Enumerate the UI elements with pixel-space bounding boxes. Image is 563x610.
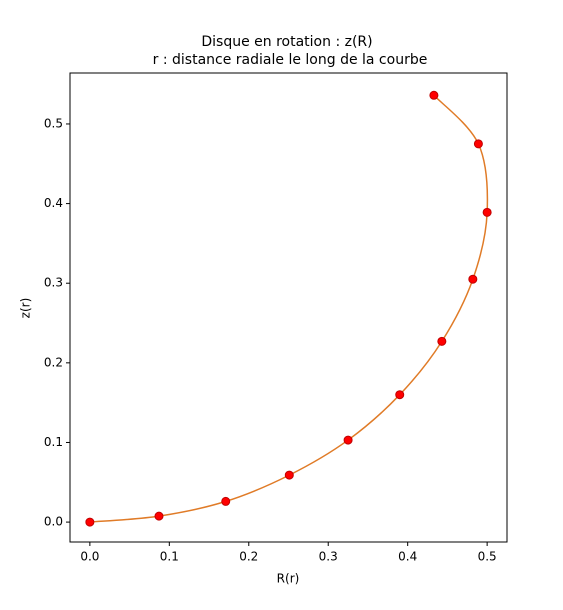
x-tick-label: 0.1 bbox=[160, 550, 179, 564]
chart-title: Disque en rotation : z(R) bbox=[201, 34, 372, 50]
y-tick-label: 0.1 bbox=[44, 435, 63, 449]
plot-frame bbox=[69, 72, 508, 543]
point bbox=[437, 336, 447, 346]
y-tick-label: 0.0 bbox=[44, 515, 63, 529]
point bbox=[85, 517, 95, 527]
point bbox=[482, 207, 492, 217]
x-axis-label: R(r) bbox=[277, 572, 300, 586]
point bbox=[221, 496, 231, 506]
point bbox=[395, 390, 405, 400]
point bbox=[343, 435, 353, 445]
chart-subtitle: r : distance radiale le long de la courb… bbox=[153, 52, 428, 68]
x-tick-label: 0.0 bbox=[80, 550, 99, 564]
y-tick-label: 0.5 bbox=[44, 116, 63, 130]
y-tick-label: 0.3 bbox=[44, 276, 63, 290]
y-tick-label: 0.4 bbox=[44, 196, 63, 210]
x-tick-label: 0.5 bbox=[478, 550, 497, 564]
point bbox=[468, 274, 478, 284]
x-tick-label: 0.3 bbox=[319, 550, 338, 564]
y-tick-label: 0.2 bbox=[44, 355, 63, 369]
x-tick-label: 0.2 bbox=[239, 550, 258, 564]
point bbox=[473, 139, 483, 149]
point bbox=[284, 470, 294, 480]
x-tick-label: 0.4 bbox=[398, 550, 417, 564]
point bbox=[154, 511, 164, 521]
y-axis-label: z(r) bbox=[19, 298, 33, 319]
point bbox=[429, 90, 439, 100]
